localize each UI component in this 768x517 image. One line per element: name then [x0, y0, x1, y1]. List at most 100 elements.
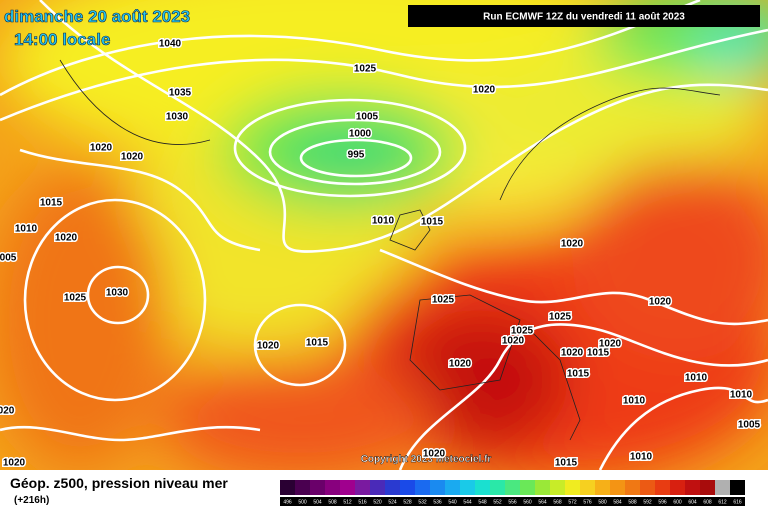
colorbar-label: 588	[628, 499, 637, 505]
colorbar-swatch	[415, 480, 430, 495]
colorbar-label: 584	[613, 499, 622, 505]
colorbar-label: 520	[373, 499, 382, 505]
isobar-label: 1000	[349, 129, 372, 140]
colorbar-label: 524	[388, 499, 397, 505]
colorbar-label: 508	[328, 499, 337, 505]
colorbar-label-bg	[595, 497, 610, 506]
isobar-label: 1015	[555, 458, 578, 469]
colorbar-label: 500	[298, 499, 307, 505]
colorbar-swatch	[460, 480, 475, 495]
isobar-label: 995	[348, 150, 365, 161]
colorbar-label-bg	[280, 497, 295, 506]
colorbar-label-bg	[370, 497, 385, 506]
colorbar-swatch	[400, 480, 415, 495]
isobar-label: 1010	[623, 396, 646, 407]
colorbar-swatch	[310, 480, 325, 495]
colorbar-label: 596	[658, 499, 667, 505]
isobar-label: 1010	[730, 390, 753, 401]
colorbar-label: 572	[568, 499, 577, 505]
colorbar-label: 616	[733, 499, 742, 505]
colorbar-swatch	[445, 480, 460, 495]
isobar-label: 1025	[354, 64, 377, 75]
isobar-label: 1010	[630, 452, 653, 463]
colorbar-label: 564	[538, 499, 547, 505]
colorbar-swatch	[700, 480, 715, 495]
colorbar-label-bg	[475, 497, 490, 506]
colorbar-label: 504	[313, 499, 322, 505]
colorbar-swatch	[715, 480, 730, 495]
colorbar-swatch	[505, 480, 520, 495]
isobar-label: 1020	[449, 359, 472, 370]
colorbar-swatch	[370, 480, 385, 495]
colorbar-label-bg	[535, 497, 550, 506]
colorbar-swatch	[355, 480, 370, 495]
field	[0, 0, 768, 470]
colorbar-swatch	[475, 480, 490, 495]
isobar-label: 1025	[511, 326, 534, 337]
colorbar-label: 568	[553, 499, 562, 505]
colorbar-swatch	[670, 480, 685, 495]
isobar-label: 1020	[561, 348, 584, 359]
colorbar-label: 592	[643, 499, 652, 505]
colorbar-label: 600	[673, 499, 682, 505]
isobar-label: 1035	[169, 88, 192, 99]
colorbar-swatch	[580, 480, 595, 495]
colorbar-label: 612	[718, 499, 727, 505]
colorbar-swatch	[685, 480, 700, 495]
colorbar-label-bg	[415, 497, 430, 506]
isobar-label: 020	[0, 406, 15, 417]
colorbar-swatch	[640, 480, 655, 495]
colorbar-swatch	[730, 480, 745, 495]
colorbar-label-bg	[340, 497, 355, 506]
colorbar-label: 544	[463, 499, 472, 505]
isobar-label: 1020	[502, 336, 525, 347]
colorbar-label: 536	[433, 499, 442, 505]
isobar-label: 1015	[306, 338, 329, 349]
isobar-label: 1020	[55, 233, 78, 244]
colorbar-swatch	[430, 480, 445, 495]
colorbar-swatch	[565, 480, 580, 495]
colorbar-swatch	[280, 480, 295, 495]
isobar-label: 1020	[3, 458, 26, 469]
isobar-lines	[0, 0, 768, 470]
run-box	[408, 5, 760, 27]
isobar-label: 1010	[15, 224, 38, 235]
colorbar-label: 580	[598, 499, 607, 505]
colorbar-label-bg	[325, 497, 340, 506]
colorbar-label: 528	[403, 499, 412, 505]
colorbar-label-bg	[610, 497, 625, 506]
isobar-label: 1020	[257, 341, 280, 352]
date: dimanche 20 août 2023	[4, 7, 190, 26]
colorbar-swatch	[295, 480, 310, 495]
isobar-label: 1020	[649, 297, 672, 308]
isobar-label: 1015	[567, 369, 590, 380]
colorbar-label: 540	[448, 499, 457, 505]
colorbar-label: 532	[418, 499, 427, 505]
colorbar-label-bg	[625, 497, 640, 506]
isobar-label: 1020	[121, 152, 144, 163]
colorbar-label-bg	[685, 497, 700, 506]
isobar-label: 1030	[166, 112, 189, 123]
colorbar-label: 556	[508, 499, 517, 505]
colorbar-label-bg	[490, 497, 505, 506]
colorbar-label-bg	[550, 497, 565, 506]
isobar-label: 1015	[421, 217, 444, 228]
colorbar-swatch	[490, 480, 505, 495]
colorbar-label-bg	[355, 497, 370, 506]
isobar-label: 1005	[738, 420, 761, 431]
isobar-label: 1010	[372, 216, 395, 227]
isobar-label: 005	[0, 253, 17, 264]
isobar-label: 1005	[356, 112, 379, 123]
colorbar-label: 496	[283, 499, 292, 505]
colorbar-label: 576	[583, 499, 592, 505]
colorbar-label: 512	[343, 499, 352, 505]
colorbar-swatch	[325, 480, 340, 495]
colorbar-swatch	[535, 480, 550, 495]
run-info: Run ECMWF 12Z du vendredi 11 août 2023	[483, 12, 685, 23]
isobar-label: 1025	[549, 312, 572, 323]
colorbar-label: 608	[703, 499, 712, 505]
colorbar-label-bg	[565, 497, 580, 506]
